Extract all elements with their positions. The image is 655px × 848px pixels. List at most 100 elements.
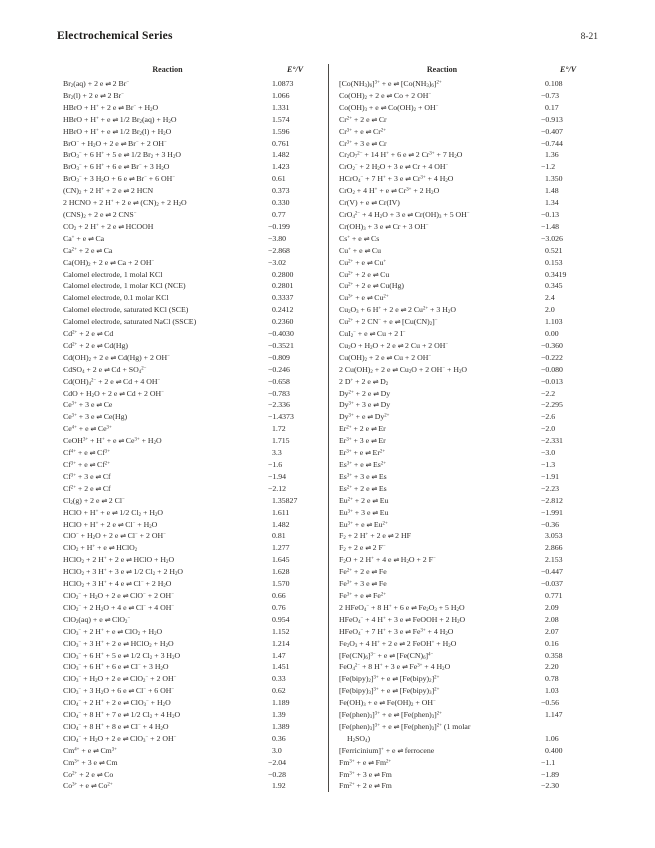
- reaction-cell: Dy3+ + e ⇌ Dy2+: [339, 412, 390, 422]
- table-row: [Fe(phen)3]3+ + e ⇌ [Fe(phen)3]2+ (1 mol…: [339, 721, 591, 745]
- table-row: Eu3+ + 3 e ⇌ Eu −1.991: [339, 507, 591, 519]
- reaction-cell: Er3+ + e ⇌ Er2+: [339, 448, 386, 458]
- reaction-cell: Es2+ + 2 e ⇌ Es: [339, 483, 387, 493]
- reaction-cell: Cs+ + e ⇌ Cs: [339, 233, 380, 243]
- reaction-cell: Ce4+ + e ⇌ Ce3+: [63, 424, 112, 434]
- reaction-cell: ClO3− + H2O + 2 e ⇌ ClO2− + 2 OH−: [63, 674, 177, 685]
- table-row: 2 Cu(OH)2 + 2 e ⇌ Cu2O + 2 OH− + H2O −0.0…: [339, 364, 591, 376]
- table-row: Fe3+ + 3 e ⇌ Fe −0.037: [339, 578, 591, 590]
- potential-value: 0.771: [545, 590, 563, 600]
- reaction-cell: Fe3+ + e ⇌ Fe2+: [339, 590, 386, 600]
- potential-value: 0.66: [272, 590, 286, 600]
- table-row: Cu3+ + e ⇌ Cu2+ 2.4: [339, 292, 591, 304]
- potential-value: 1.389: [272, 721, 290, 731]
- potential-value: −2.30: [541, 781, 560, 791]
- reaction-cell: CO2 + 2 H+ + 2 e ⇌ HCOOH: [63, 221, 154, 233]
- table-row: Co(OH)2 + 2 e ⇌ Co + 2 OH− −0.73: [339, 90, 591, 102]
- potential-value: 0.36: [272, 733, 286, 743]
- table-row: Cu2+ + 2 e ⇌ Cu 0.3419: [339, 269, 591, 281]
- column-header-row: Reaction E°/V: [339, 64, 591, 76]
- reaction-cell: Cr3+ + e ⇌ Cr2+: [339, 126, 386, 136]
- table-row: 2 D+ + 2 e ⇌ D2 −0.013: [339, 376, 591, 388]
- reaction-cell: Cu2+ + 2 e ⇌ Cu(Hg): [339, 281, 404, 291]
- reaction-cell: CeOH3+ + H+ + e ⇌ Ce3+ + H2O: [63, 436, 162, 447]
- table-row: Er3+ + 3 e ⇌ Er −2.331: [339, 435, 591, 447]
- table-row: HClO2 + 3 H+ + 4 e ⇌ Cl− + 2 H2O 1.570: [63, 578, 318, 590]
- table-row: HCrO4− + 7 H+ + 3 e ⇌ Cr3+ + 4 H2O 1.350: [339, 173, 591, 185]
- reaction-cell: Calomel electrode, 0.1 molar KCl: [63, 293, 169, 303]
- potential-value: 0.00: [545, 329, 559, 339]
- reaction-cell: 2 D+ + 2 e ⇌ D2: [339, 376, 389, 387]
- table-row: Cm3+ + 3 e ⇌ Cm −2.04: [63, 757, 318, 769]
- reaction-cell: ClO− + H2O + 2 e ⇌ Cl− + 2 OH−: [63, 531, 166, 542]
- table-row: Calomel electrode, 0.1 molar KCl 0.3337: [63, 292, 318, 304]
- reaction-cell: HClO + H+ + 2 e ⇌ Cl− + H2O: [63, 519, 158, 530]
- reaction-cell: ClO3− + 3 H2O + 6 e ⇌ Cl− + 6 OH−: [63, 686, 175, 697]
- table-row: Fe3+ + e ⇌ Fe2+ 0.771: [339, 590, 591, 602]
- table-row: Cu2+ + 2 CN− + e ⇌ [Cu(CN)2]− 1.103: [339, 316, 591, 328]
- table-row: F2 + 2 e ⇌ 2 F− 2.866: [339, 542, 591, 554]
- reaction-cell: Br2(aq) + 2 e ⇌ 2 Br−: [63, 79, 130, 90]
- table-row: Cu2+ + 2 e ⇌ Cu(Hg) 0.345: [339, 280, 591, 292]
- table-row: [Fe(CN)6]3− + e ⇌ [Fe(CN)6]4− 0.358: [339, 650, 591, 662]
- table-row: Cu2O3 + 6 H+ + 2 e ⇌ 2 Cu2+ + 3 H2O 2.0: [339, 304, 591, 316]
- potential-value: 1.482: [272, 519, 290, 529]
- table-row: ClO3− + 2 H+ + e ⇌ ClO2 + H2O 1.152: [63, 626, 318, 638]
- reaction-cell: Fe(OH)3 + e ⇌ Fe(OH)2 + OH−: [339, 698, 436, 709]
- potential-value: −0.28: [268, 769, 287, 779]
- reaction-cell: BrO− + H2O + 2 e ⇌ Br− + 2 OH−: [63, 138, 167, 149]
- potential-value: 0.62: [272, 686, 286, 696]
- reaction-cell: HClO2 + 3 H+ + 3 e ⇌ 1/2 Cl2 + 2 H2O: [63, 567, 184, 578]
- potential-value: −1.1: [541, 757, 556, 767]
- reaction-cell: ClO4− + 2 H+ + 2 e ⇌ ClO3− + H2O: [63, 698, 171, 709]
- reaction-cell: Cf2+ + 2 e ⇌ Cf: [63, 483, 111, 493]
- table-row: Cd2+ + 2 e ⇌ Cd(Hg) −0.3521: [63, 340, 318, 352]
- potential-value: 0.76: [272, 602, 286, 612]
- potential-value: 1.147: [545, 710, 563, 720]
- table-row: Ce3+ + 3 e ⇌ Ce(Hg) −1.4373: [63, 411, 318, 423]
- table-row: Cr2O72− + 14 H+ + 6 e ⇌ 2 Cr3+ + 7 H2O 1.…: [339, 149, 591, 161]
- reaction-cell: (CN)2 + 2 H+ + 2 e ⇌ 2 HCN: [63, 186, 154, 197]
- potential-value: −1.6: [268, 460, 283, 469]
- potential-value: −0.744: [541, 138, 563, 148]
- reaction-cell: Fm3+ + e ⇌ Fm2+: [339, 757, 392, 767]
- reaction-cell: 2 Cu(OH)2 + 2 e ⇌ Cu2O + 2 OH− + H2O: [339, 364, 468, 375]
- reaction-cell: Cu3+ + e ⇌ Cu2+: [339, 293, 389, 303]
- reaction-cell: Calomel electrode, 1 molar KCl (NCE): [63, 281, 186, 291]
- reaction-cell: Cf4+ + e ⇌ Cf3+: [63, 448, 110, 458]
- reaction-cell: ClO2− + H2O + 2 e ⇌ ClO− + 2 OH−: [63, 590, 174, 602]
- table-row: HBrO + H+ + e ⇌ 1/2 Br2(aq) + H2O 1.574: [63, 114, 318, 126]
- potential-value: 2.0: [545, 305, 555, 315]
- potential-value: −2.23: [541, 483, 560, 493]
- reaction-cell: Es3+ + e ⇌ Es2+: [339, 460, 386, 469]
- table-row: Cu2+ + e ⇌ Cu+ 0.153: [339, 257, 591, 269]
- reaction-cell: Cu2+ + 2 CN− + e ⇌ [Cu(CN)2]−: [339, 317, 438, 328]
- reaction-cell: ClO4− + 8 H+ + 7 e ⇌ 1/2 Cl2 + 4 H2O: [63, 710, 181, 721]
- reaction-cell: [Fe(phen)3]3+ + e ⇌ [Fe(phen)3]2+: [339, 710, 442, 721]
- potential-value: 0.61: [272, 174, 286, 184]
- reaction-cell: FeO42− + 8 H+ + 3 e ⇌ Fe3+ + 4 H2O: [339, 662, 451, 673]
- reaction-cell: Co3+ + e ⇌ Co2+: [63, 781, 113, 791]
- column-header-row: Reaction E°/V: [63, 64, 318, 76]
- reaction-cell: [Fe(phen)3]3+ + e ⇌ [Fe(phen)3]2+ (1 mol…: [339, 721, 471, 745]
- table-row: ClO2− + 2 H2O + 4 e ⇌ Cl− + 4 OH− 0.76: [63, 602, 318, 614]
- reaction-cell: Cd2+ + 2 e ⇌ Cd(Hg): [63, 340, 128, 350]
- table-row: Cu(OH)2 + 2 e ⇌ Cu + 2 OH− −0.222: [339, 352, 591, 364]
- reaction-cell: ClO3− + 3 H+ + 2 e ⇌ HClO2 + H2O: [63, 638, 174, 649]
- potential-value: −1.3: [541, 460, 556, 469]
- potential-value: 0.81: [272, 531, 286, 541]
- table-row: Cr(V) + e ⇌ Cr(IV) 1.34: [339, 197, 591, 209]
- reaction-cell: [Fe(bipy)3]3+ + e ⇌ [Fe(bipy)3]2+: [339, 686, 440, 697]
- reaction-cell: HBrO + H+ + e ⇌ 1/2 Br2(l) + H2O: [63, 126, 172, 137]
- potential-header: E°/V: [559, 65, 577, 74]
- table-row: HClO + H+ + 2 e ⇌ Cl− + H2O 1.482: [63, 519, 318, 531]
- potential-value: 1.72: [272, 424, 286, 434]
- table-row: HClO2 + 3 H+ + 3 e ⇌ 1/2 Cl2 + 2 H2O 1.62…: [63, 566, 318, 578]
- table-row: Ce3+ + 3 e ⇌ Ce −2.336: [63, 399, 318, 411]
- reaction-cell: Cm4+ + e ⇌ Cm3+: [63, 745, 117, 755]
- table-row: Ce4+ + e ⇌ Ce3+ 1.72: [63, 423, 318, 435]
- reaction-cell: ClO3− + 6 H+ + 6 e ⇌ Cl− + 3 H2O: [63, 662, 169, 673]
- potential-value: −2.12: [268, 483, 287, 493]
- reaction-cell: Fe2O3 + 4 H+ + 2 e ⇌ 2 FeOH+ + H2O: [339, 638, 457, 649]
- potential-value: −2.331: [541, 436, 563, 446]
